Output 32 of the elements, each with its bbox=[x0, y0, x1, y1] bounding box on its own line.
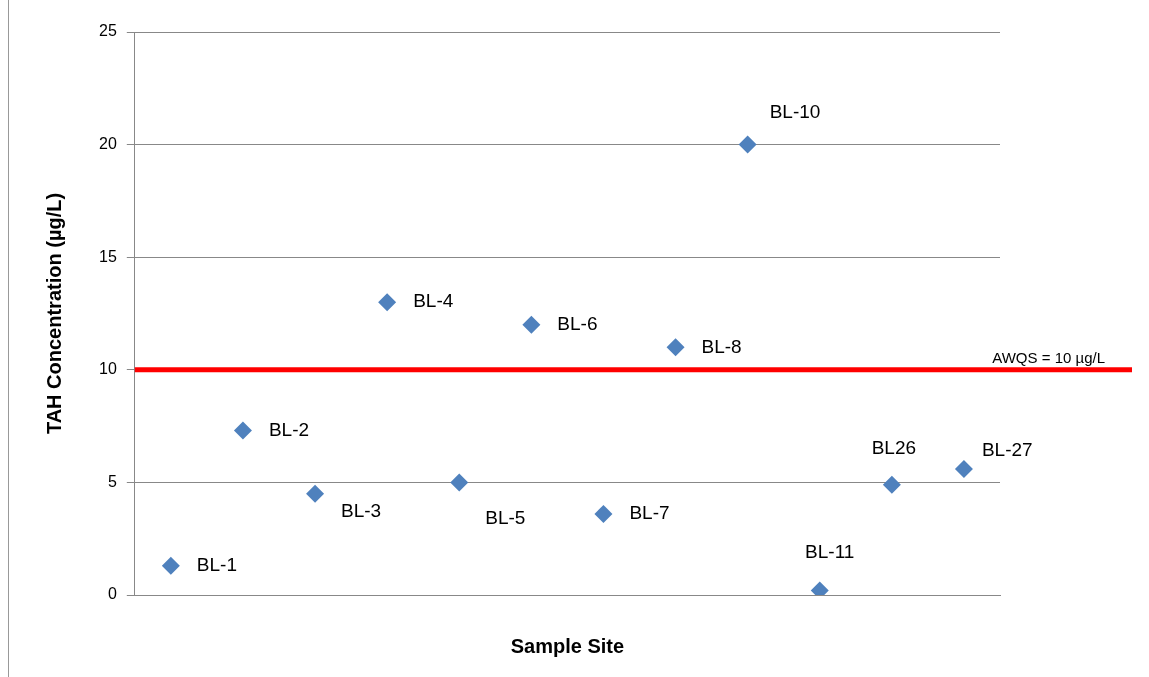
y-tick-label: 25 bbox=[99, 22, 117, 40]
data-label: BL-11 bbox=[805, 540, 855, 562]
point bbox=[233, 421, 252, 440]
point bbox=[954, 459, 973, 478]
data-label: BL-7 bbox=[629, 502, 670, 524]
point bbox=[594, 504, 613, 523]
point bbox=[306, 484, 325, 503]
y-tick-label: 15 bbox=[99, 247, 117, 265]
data-label: BL26 bbox=[871, 436, 917, 458]
y-axis-title: TAH Concentration (µg/L) bbox=[42, 192, 65, 435]
data-label: BL-5 bbox=[485, 506, 526, 528]
y-tick-label: 0 bbox=[107, 585, 117, 603]
point bbox=[450, 473, 469, 492]
data-label: BL-1 bbox=[196, 553, 237, 575]
y-tick-label: 20 bbox=[99, 135, 117, 153]
x-axis-title: Sample Site bbox=[510, 634, 625, 657]
point bbox=[522, 315, 541, 334]
point bbox=[378, 293, 397, 312]
point bbox=[666, 338, 685, 357]
data-label: BL-2 bbox=[268, 418, 310, 440]
data-label: BL-27 bbox=[981, 439, 1033, 461]
data-label: BL-10 bbox=[769, 100, 821, 122]
data-label: BL-6 bbox=[557, 312, 598, 334]
ref-line-label: AWQS = 10 µg/L bbox=[992, 349, 1105, 367]
y-tick-label: 10 bbox=[99, 360, 117, 378]
data-label: BL-3 bbox=[341, 499, 382, 521]
y-tick-label: 5 bbox=[107, 472, 117, 490]
data-label: BL-8 bbox=[701, 335, 742, 357]
point bbox=[882, 475, 901, 494]
data-label: BL-4 bbox=[413, 290, 454, 312]
point bbox=[161, 556, 180, 575]
point bbox=[738, 135, 757, 154]
